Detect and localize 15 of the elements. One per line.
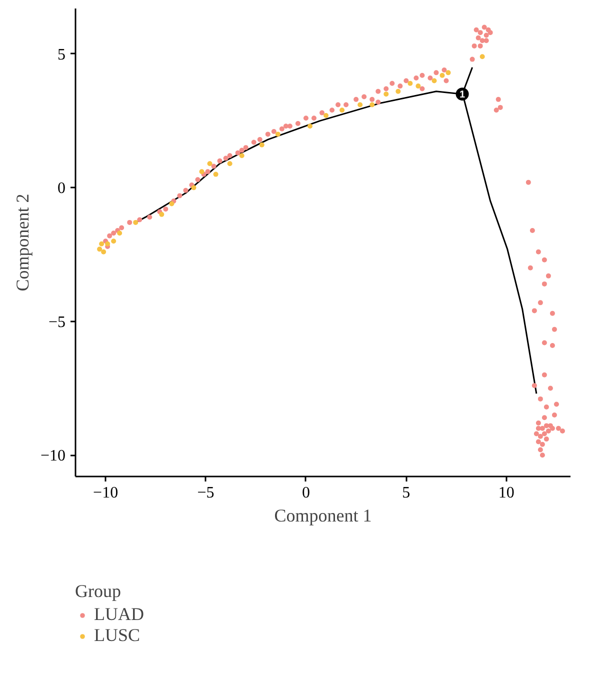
x-axis-title: Component 1 — [274, 506, 372, 526]
legend-title: Group — [75, 581, 122, 602]
y-tick-label: −10 — [40, 448, 66, 465]
x-tick-label: −10 — [93, 484, 118, 502]
y-tick-label: 0 — [58, 180, 66, 198]
x-tick-label: 10 — [498, 484, 514, 502]
y-tick-label: −5 — [48, 314, 66, 331]
x-tick-label: 5 — [402, 484, 410, 502]
x-tick-label: −5 — [197, 484, 214, 502]
y-axis-title: Component 2 — [12, 194, 32, 292]
legend-label: LUAD — [94, 604, 144, 625]
annotation: 1 — [460, 90, 466, 101]
legend-label: LUSC — [94, 625, 140, 646]
y-tick-label: 5 — [58, 46, 66, 64]
x-tick-label: 0 — [302, 484, 310, 502]
